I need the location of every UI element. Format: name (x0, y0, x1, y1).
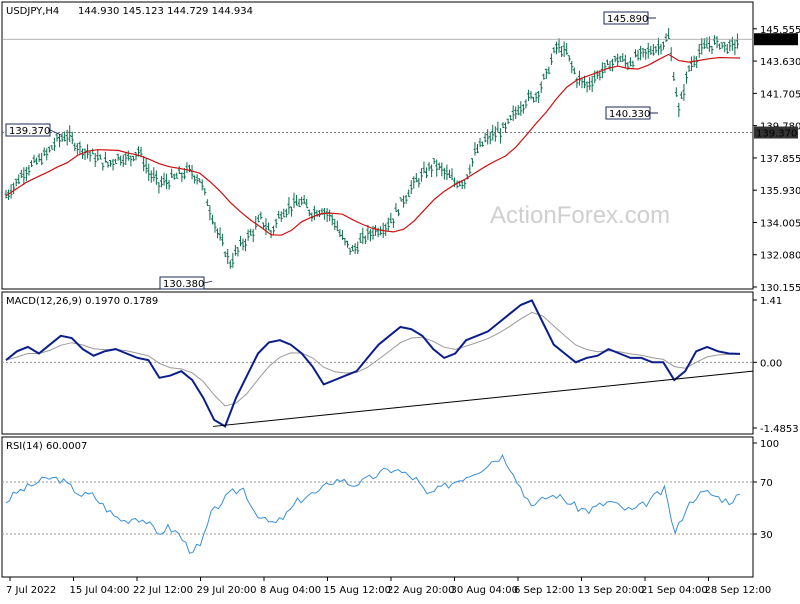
macd-title: MACD(12,26,9) 0.1970 0.1789 (6, 296, 158, 307)
price-ohlc-label: 144.930 145.123 144.729 144.934 (78, 6, 253, 17)
price-title: USDJPY,H4 (6, 6, 59, 17)
rsi-tick-label: 70 (760, 478, 773, 489)
rsi-tick-label: 100 (760, 439, 779, 450)
price-tick-label: 130.155 (760, 283, 800, 294)
price-tick-label: 132.080 (760, 251, 800, 262)
time-tick-label: 13 Sep 20:00 (578, 585, 645, 596)
price-tick-label: 135.930 (760, 186, 800, 197)
time-axis-labels: 7 Jul 2022 15 Jul 04:00 22 Jul 12:00 29 Jul… (6, 577, 771, 596)
annot-140330-label: 140.330 (609, 109, 650, 120)
time-tick-label: 29 Jul 20:00 (197, 585, 257, 596)
time-tick-label: 22 Jul 12:00 (133, 585, 193, 596)
level-price-box (754, 126, 798, 139)
current-price-label: 144.934 (756, 35, 797, 46)
price-annotations: 144.934 139.370 139.370 145.890 140.330 130.3… (2, 11, 798, 290)
time-tick-label: 15 Jul 04:00 (70, 585, 130, 596)
watermark: ActionForex.com (490, 202, 670, 229)
rsi-line (5, 453, 741, 554)
moving-average-line (5, 53, 741, 236)
annot-139370-leader (49, 129, 63, 136)
time-tick-label: 21 Sep 04:00 (641, 585, 708, 596)
price-bars (4, 28, 739, 269)
macd-line (5, 299, 741, 428)
rsi-lines (5, 453, 741, 554)
macd-tick-label: 1.41 (760, 296, 782, 307)
price-tick-label: 143.630 (760, 57, 800, 68)
annot-145890-label: 145.890 (607, 14, 648, 25)
time-tick-label: 7 Jul 2022 (6, 585, 56, 596)
moving-average (5, 53, 741, 236)
annot-130380-leader (203, 280, 213, 284)
current-price-box (754, 33, 798, 46)
macd-panel-frame (1, 291, 754, 435)
price-tick-label: 141.705 (760, 89, 800, 100)
price-tick-label: 145.555 (760, 25, 800, 36)
macd-trendline (212, 370, 754, 427)
time-tick-label: 30 Aug 04:00 (451, 585, 518, 596)
time-tick-label: 15 Aug 12:00 (324, 585, 391, 596)
time-tick-label: 22 Aug 20:00 (387, 585, 454, 596)
time-tick-label: 8 Aug 04:00 (260, 585, 321, 596)
price-tick-label: 134.005 (760, 218, 800, 229)
macd-lines (2, 299, 754, 428)
price-tick-label: 137.855 (760, 154, 800, 165)
annot-139370-label: 139.370 (9, 126, 50, 137)
macd-tick-label: 0.00 (760, 358, 782, 369)
time-tick-label: 28 Sep 12:00 (705, 585, 772, 596)
price-panel-frame (1, 1, 754, 290)
annot-130380-label: 130.380 (163, 279, 204, 290)
macd-axis-ticks: 1.41 0.00 -1.4853 (753, 296, 799, 435)
rsi-panel-frame (1, 436, 754, 578)
level-price-label: 139.370 (756, 129, 797, 140)
rsi-title: RSI(14) 60.0007 (6, 441, 87, 452)
rsi-axis-ticks: 100 70 30 (2, 439, 779, 541)
price-axis-ticks: 145.555143.630141.705139.780137.855135.9… (753, 25, 800, 294)
rsi-tick-label: 30 (760, 530, 773, 541)
macd-signal-line (5, 311, 741, 407)
time-tick-label: 6 Sep 12:00 (514, 585, 574, 596)
macd-tick-label: -1.4853 (760, 424, 799, 435)
